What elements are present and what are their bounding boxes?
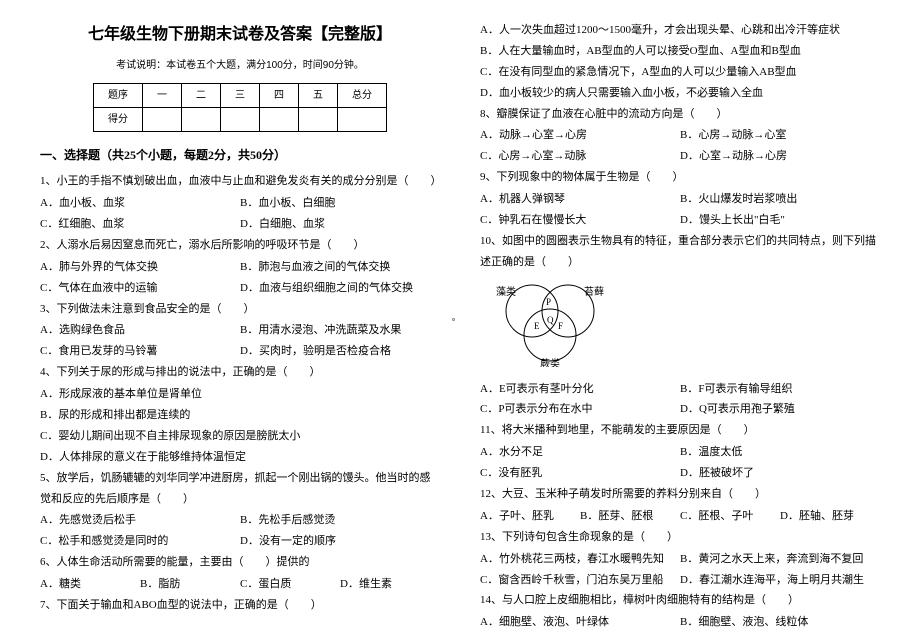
q12-a: A．子叶、胚乳 — [480, 506, 580, 527]
venn-diagram: 藻类 苔藓 蕨类 P Q E F — [490, 277, 880, 375]
td-1 — [143, 108, 182, 132]
q12-d: D．胚轴、胚芽 — [780, 506, 880, 527]
q5-c: C．松手和感觉烫是同时的 — [40, 531, 240, 552]
td-3 — [221, 108, 260, 132]
q4-b: B．尿的形成和排出都是连续的 — [40, 405, 440, 426]
venn-e: E — [534, 321, 540, 331]
q1-c: C．红细胞、血浆 — [40, 214, 240, 235]
venn-l2: 苔藓 — [584, 285, 604, 298]
q14-b: B．细胞壁、液泡、线粒体 — [680, 612, 880, 633]
q11-a: A．水分不足 — [480, 442, 680, 463]
section-1-head: 一、选择题（共25个小题，每题2分，共50分） — [40, 144, 440, 167]
q4: 4、下列关于尿的形成与排出的说法中，正确的是（ ） — [40, 362, 440, 383]
exam-page: 七年级生物下册期末试卷及答案【完整版】 考试说明：本试卷五个大题，满分100分，… — [40, 20, 880, 633]
q7-b: B．人在大量输血时，AB型血的人可以接受O型血、A型血和B型血 — [480, 41, 880, 62]
td-t — [338, 108, 387, 132]
td-score: 得分 — [94, 108, 143, 132]
q6-b: B．脂肪 — [140, 574, 240, 595]
q11: 11、将大米播种到地里，不能萌发的主要原因是（ ） — [480, 420, 880, 441]
td-2 — [182, 108, 221, 132]
q10-d: D．Q可表示用孢子繁殖 — [680, 399, 880, 420]
q3-a: A．选购绿色食品 — [40, 320, 240, 341]
q9: 9、下列现象中的物体属于生物是（ ） — [480, 167, 880, 188]
venn-f: F — [558, 321, 563, 331]
q5-b: B．先松手后感觉烫 — [240, 510, 440, 531]
venn-p: P — [546, 297, 551, 307]
q13: 13、下列诗句包含生命现象的是（ ） — [480, 527, 880, 548]
q10-c: C．P可表示分布在水中 — [480, 399, 680, 420]
q2-b: B．肺泡与血液之间的气体交换 — [240, 257, 440, 278]
q13-c: C．窗含西岭千秋雪，门泊东吴万里船 — [480, 570, 680, 591]
q5-d: D．没有一定的顺序 — [240, 531, 440, 552]
th-total: 总分 — [338, 84, 387, 108]
q8-c: C．心房→心室→动脉 — [480, 146, 680, 167]
th-2: 二 — [182, 84, 221, 108]
q11-c: C．没有胚乳 — [480, 463, 680, 484]
th-4: 四 — [260, 84, 299, 108]
q2-c: C．气体在血液中的运输 — [40, 278, 240, 299]
q1-a: A．血小板、血浆 — [40, 193, 240, 214]
th-5: 五 — [299, 84, 338, 108]
venn-q: Q — [547, 315, 554, 325]
q13-a: A．竹外桃花三两枝，春江水暖鸭先知 — [480, 549, 680, 570]
q6-d: D．维生素 — [340, 574, 440, 595]
q14: 14、与人口腔上皮细胞相比，樟树叶肉细胞特有的结构是（ ） — [480, 590, 880, 611]
right-column: A．人一次失血超过1200～1500毫升，才会出现头晕、心跳和出冷汗等症状 B．… — [480, 20, 880, 633]
q1-d: D．白细胞、血浆 — [240, 214, 440, 235]
th-seq: 题序 — [94, 84, 143, 108]
q12-c: C．胚根、子叶 — [680, 506, 780, 527]
q13-d: D．春江潮水连海平，海上明月共潮生 — [680, 570, 880, 591]
q10-b: B．F可表示有输导组织 — [680, 379, 880, 400]
th-3: 三 — [221, 84, 260, 108]
score-table: 题序 一 二 三 四 五 总分 得分 — [93, 83, 387, 132]
q8: 8、瓣膜保证了血液在心脏中的流动方向是（ ） — [480, 104, 880, 125]
q8-b: B．心房→动脉→心室 — [680, 125, 880, 146]
q9-a: A．机器人弹钢琴 — [480, 189, 680, 210]
q9-c: C．钟乳石在慢慢长大 — [480, 210, 680, 231]
q12-b: B．胚芽、胚根 — [580, 506, 680, 527]
th-1: 一 — [143, 84, 182, 108]
q8-d: D．心室→动脉→心房 — [680, 146, 880, 167]
q11-b: B．温度太低 — [680, 442, 880, 463]
q7-d: D．血小板较少的病人只需要输入血小板，不必要输入全血 — [480, 83, 880, 104]
q3-b: B．用清水浸泡、冲洗蔬菜及水果 — [240, 320, 440, 341]
exam-title: 七年级生物下册期末试卷及答案【完整版】 — [40, 20, 440, 50]
td-4 — [260, 108, 299, 132]
q1: 1、小王的手指不慎划破出血，血液中与止血和避免发炎有关的成分分别是（ ） — [40, 171, 440, 192]
q6-c: C．蛋白质 — [240, 574, 340, 595]
q6: 6、人体生命活动所需要的能量，主要由（ ）提供的 — [40, 552, 440, 573]
q4-c: C．婴幼儿期间出现不自主排尿现象的原因是膀胱太小 — [40, 426, 440, 447]
q2: 2、人溺水后易因窒息而死亡，溺水后所影响的呼吸环节是（ ） — [40, 235, 440, 256]
q3-d: D．买肉时，验明是否检疫合格 — [240, 341, 440, 362]
q2-d: D．血液与组织细胞之间的气体交换 — [240, 278, 440, 299]
q2-a: A．肺与外界的气体交换 — [40, 257, 240, 278]
q9-d: D．馒头上长出"白毛" — [680, 210, 880, 231]
venn-l3: 蕨类 — [540, 357, 560, 367]
q10-a: A．E可表示有茎叶分化 — [480, 379, 680, 400]
q5-a: A．先感觉烫后松手 — [40, 510, 240, 531]
exam-subtitle: 考试说明：本试卷五个大题，满分100分，时间90分钟。 — [40, 56, 440, 75]
q7-a: A．人一次失血超过1200～1500毫升，才会出现头晕、心跳和出冷汗等症状 — [480, 20, 880, 41]
q4-a: A．形成尿液的基本单位是肾单位 — [40, 384, 440, 405]
q6-a: A．糖类 — [40, 574, 140, 595]
q7: 7、下面关于输血和ABO血型的说法中，正确的是（ ） — [40, 595, 440, 616]
q8-a: A．动脉→心室→心房 — [480, 125, 680, 146]
q7-c: C．在没有同型血的紧急情况下，A型血的人可以少量输入AB型血 — [480, 62, 880, 83]
td-5 — [299, 108, 338, 132]
q1-b: B．血小板、白细胞 — [240, 193, 440, 214]
q9-b: B．火山爆发时岩浆喷出 — [680, 189, 880, 210]
left-column: 七年级生物下册期末试卷及答案【完整版】 考试说明：本试卷五个大题，满分100分，… — [40, 20, 440, 633]
q11-d: D．胚被破坏了 — [680, 463, 880, 484]
q3-c: C．食用已发芽的马铃薯 — [40, 341, 240, 362]
q4-d: D．人体排尿的意义在于能够维持体温恒定 — [40, 447, 440, 468]
q13-b: B．黄河之水天上来，奔流到海不复回 — [680, 549, 880, 570]
q10: 10、如图中的圆圈表示生物具有的特征，重合部分表示它们的共同特点，则下列描述正确… — [480, 231, 880, 273]
q5: 5、放学后，饥肠辘辘的刘华同学冲进厨房，抓起一个刚出锅的馒头。他当时的感觉和反应… — [40, 468, 440, 510]
punch-hole — [452, 318, 455, 321]
venn-l1: 藻类 — [496, 285, 516, 298]
q3: 3、下列做法未注意到食品安全的是（ ） — [40, 299, 440, 320]
q12: 12、大豆、玉米种子萌发时所需要的养料分别来自（ ） — [480, 484, 880, 505]
q14-a: A．细胞壁、液泡、叶绿体 — [480, 612, 680, 633]
